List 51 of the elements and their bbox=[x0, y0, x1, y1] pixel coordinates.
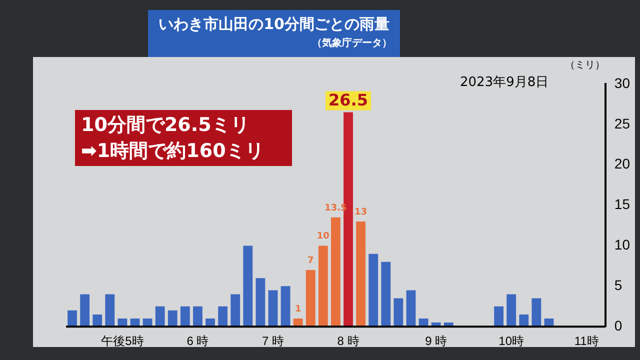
data-label: 1 bbox=[294, 304, 302, 314]
bar bbox=[394, 298, 404, 327]
bar bbox=[243, 246, 253, 327]
x-tick-label: 7 時 bbox=[262, 334, 284, 348]
chart-title: いわき市山田の10分間ごとの雨量 bbox=[158, 15, 390, 34]
data-label: 10 bbox=[316, 232, 330, 242]
y-tick-label: 20 bbox=[614, 156, 630, 172]
bar bbox=[168, 310, 178, 327]
bar bbox=[356, 221, 366, 327]
bar bbox=[381, 262, 391, 327]
bar bbox=[193, 306, 202, 327]
y-tick-label: 15 bbox=[614, 196, 630, 212]
bar bbox=[406, 290, 416, 327]
bar bbox=[68, 310, 77, 327]
chart-subtitle: （気象庁データ） bbox=[311, 36, 393, 50]
data-label: 26.5 bbox=[328, 90, 368, 110]
bar bbox=[180, 306, 190, 327]
y-axis-title: （ミリ） bbox=[565, 59, 605, 72]
bar bbox=[532, 298, 542, 327]
bar bbox=[331, 217, 340, 327]
bar bbox=[306, 270, 316, 327]
data-label: 13 bbox=[354, 207, 368, 218]
bar bbox=[218, 306, 228, 327]
bar bbox=[494, 306, 504, 327]
annotation: ➡1時間で約160ミリ bbox=[81, 140, 264, 162]
bar bbox=[368, 254, 378, 327]
y-tick-label: 30 bbox=[614, 74, 630, 91]
bar bbox=[92, 314, 102, 327]
x-tick-label: 午後5時 bbox=[101, 334, 144, 348]
annotation: 2023年9月8日 bbox=[460, 74, 549, 91]
bar bbox=[155, 306, 165, 327]
x-tick-label: 11時 bbox=[574, 334, 599, 348]
data-label: 7 bbox=[307, 256, 314, 266]
bar bbox=[256, 278, 266, 327]
bar bbox=[80, 294, 90, 327]
annotation: 10分間で26.5ミリ bbox=[81, 114, 250, 136]
x-tick-label: 9 時 bbox=[425, 334, 448, 348]
bar bbox=[230, 294, 240, 327]
x-tick-label: 10時 bbox=[498, 334, 524, 348]
bar bbox=[318, 246, 328, 327]
y-tick-label: 5 bbox=[614, 277, 622, 294]
x-tick-label: 8 時 bbox=[337, 334, 360, 348]
bar bbox=[506, 294, 516, 327]
bar bbox=[268, 290, 278, 327]
y-tick-label: 25 bbox=[614, 115, 630, 132]
bar bbox=[280, 286, 290, 327]
y-tick-label: 0 bbox=[614, 317, 622, 334]
bar bbox=[105, 294, 115, 327]
x-tick-label: 6 時 bbox=[186, 334, 209, 348]
y-tick-label: 10 bbox=[614, 236, 630, 253]
bar bbox=[519, 314, 529, 327]
